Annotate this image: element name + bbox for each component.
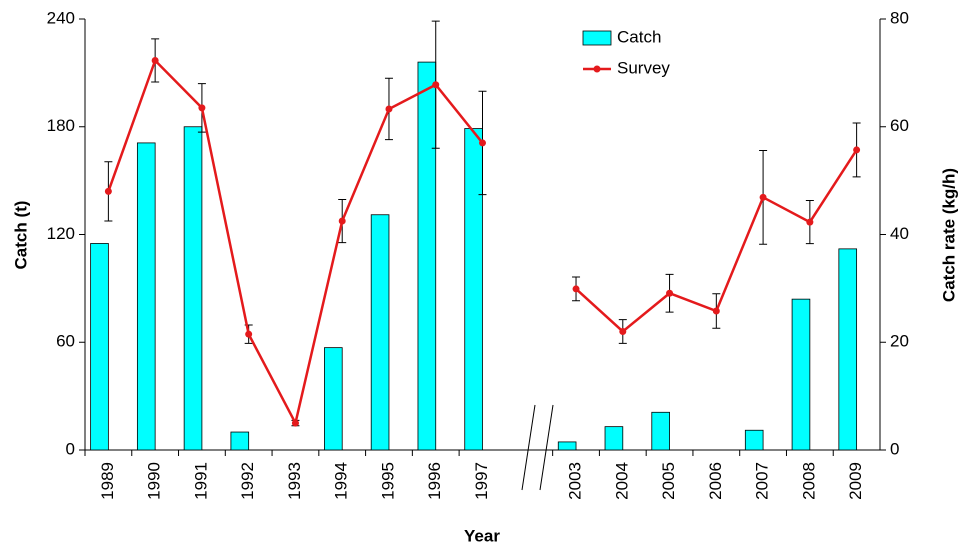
marker [432,81,440,89]
bar [604,426,624,451]
marker [619,327,627,335]
y2-tick-label: 60 [890,116,909,135]
marker [853,146,861,154]
x-tick-label: 1993 [285,462,304,500]
bar [838,248,858,451]
y-tick-label: 120 [47,224,75,243]
y2-tick-label: 0 [890,439,899,458]
marker [759,193,767,201]
x-tick-label: 2007 [753,462,772,500]
x-tick-label: 1992 [238,462,257,500]
marker [198,104,206,112]
bar [136,142,156,451]
y-tick-label: 0 [66,439,75,458]
marker [245,330,253,338]
x-tick-label: 2004 [612,462,631,500]
x-tick-label: 1997 [472,462,491,500]
bar [791,298,811,451]
x-tick-label: 1995 [378,462,397,500]
bar [464,128,483,451]
x-tick-label: 1989 [98,462,117,500]
legend-marker [593,65,601,73]
y-tick-label: 60 [56,332,75,351]
x-tick-label: 1996 [425,462,444,500]
legend-label: Survey [617,58,670,77]
bar [183,126,203,451]
x-tick-label: 1991 [191,462,210,500]
y-axis-label: Catch (t) [11,201,30,270]
bar [651,411,670,451]
y2-tick-label: 80 [890,8,909,27]
x-axis-label: Year [464,526,500,545]
y2-axis-label: Catch rate (kg/h) [939,168,958,302]
marker [666,289,674,297]
y2-tick-label: 40 [890,224,909,243]
y-tick-label: 180 [47,116,75,135]
y2-tick-label: 20 [890,332,909,351]
x-tick-label: 2003 [566,462,585,500]
x-tick-label: 1994 [332,462,351,500]
bar [417,61,437,451]
marker [385,105,393,113]
marker [291,419,299,427]
marker [479,139,486,147]
x-tick-label: 1990 [145,462,164,500]
marker [572,285,580,293]
marker [338,217,346,225]
bar [324,347,343,451]
x-tick-label: 2006 [706,462,725,500]
axis-break [521,404,554,491]
bar [370,214,390,451]
bar [90,243,109,451]
marker [104,187,112,195]
y-tick-label: 240 [47,8,75,27]
x-tick-label: 2009 [846,462,865,500]
legend-label: Catch [617,27,661,46]
marker [712,307,720,315]
marker [806,218,814,226]
bar [744,429,764,451]
marker [151,56,159,64]
bar [230,431,250,451]
bar [557,441,577,451]
legend-swatch [582,30,612,46]
x-tick-label: 2008 [799,462,818,500]
x-tick-label: 2005 [659,462,678,500]
